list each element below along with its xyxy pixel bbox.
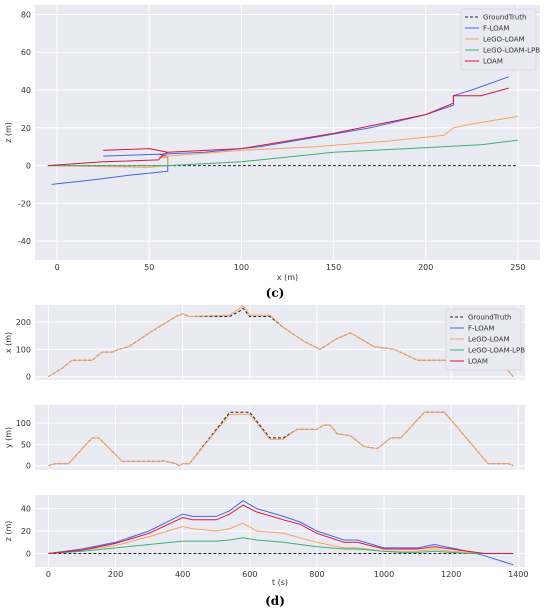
y-tick-label: 40 xyxy=(21,505,31,514)
y-tick-label: -20 xyxy=(18,199,31,208)
x-tick-label: 0 xyxy=(55,263,60,272)
x-tick-label: 1200 xyxy=(441,570,461,579)
y-tick-label: 100 xyxy=(16,345,31,354)
x-tick-label: 50 xyxy=(144,263,154,272)
chart-d-z: 0 200 400 600 800 1000 1200 1400 0 20 40 z (m) t (s) xyxy=(4,495,528,587)
y-tick-label: -40 xyxy=(18,237,31,246)
legend-label: F-LOAM xyxy=(483,25,509,33)
series-line-lego-loam-lpb xyxy=(48,537,514,554)
y-tick-label: 20 xyxy=(21,124,31,133)
panel-label-d: (d) xyxy=(265,594,285,608)
plot-background xyxy=(35,5,540,260)
y-tick-label: 20 xyxy=(21,527,31,536)
legend: GroundTruth F-LOAM LeGO-LOAM LeGO-LOAM-LPB L… xyxy=(445,308,525,371)
series-line-loam xyxy=(47,87,509,167)
x-tick-label: 1000 xyxy=(374,570,394,579)
x-tick-label: 800 xyxy=(309,570,324,579)
legend-label: GroundTruth xyxy=(468,314,512,322)
y-tick-label: 0 xyxy=(26,462,31,471)
series-line-loam xyxy=(48,504,514,554)
y-tick-label: 50 xyxy=(21,440,31,449)
legend-label: LeGO-LOAM xyxy=(483,36,525,44)
chart-c: 0 50 100 150 200 250 -40 -20 0 20 40 60 80 z (m) x (m)… xyxy=(4,5,540,282)
y-axis-label: y (m) xyxy=(4,427,13,448)
x-tick-label: 200 xyxy=(108,570,123,579)
series-line-f-loam xyxy=(48,499,514,566)
legend-label: LeGO-LOAM xyxy=(468,336,510,344)
x-tick-label: 250 xyxy=(510,263,525,272)
panel-label-c: (c) xyxy=(266,286,285,300)
y-tick-label: 0 xyxy=(26,162,31,171)
legend-label: LeGO-LOAM-LPB xyxy=(468,347,525,355)
x-tick-label: 200 xyxy=(418,263,433,272)
y-axis-label: x (m) xyxy=(4,332,13,353)
legend-label: LOAM xyxy=(468,358,488,366)
legend-box xyxy=(445,308,522,371)
plot-background xyxy=(35,305,525,380)
x-tick-label: 0 xyxy=(46,570,51,579)
x-axis-label: t (s) xyxy=(272,578,288,587)
y-axis-label: z (m) xyxy=(4,521,13,542)
x-tick-label: 1400 xyxy=(508,570,528,579)
y-tick-label: 0 xyxy=(26,373,31,382)
legend-label: F-LOAM xyxy=(468,325,494,333)
y-tick-label: 100 xyxy=(16,419,31,428)
series-line-lego-loam xyxy=(48,305,514,378)
x-tick-label: 600 xyxy=(242,570,257,579)
series-line-lego-loam-lpb xyxy=(47,139,518,167)
y-tick-label: 40 xyxy=(21,86,31,95)
y-axis-label: z (m) xyxy=(4,122,13,143)
x-tick-label: 400 xyxy=(175,570,190,579)
legend-label: GroundTruth xyxy=(483,14,527,22)
y-tick-label: 80 xyxy=(21,10,31,19)
legend-label: LeGO-LOAM-LPB xyxy=(483,47,540,55)
x-tick-label: 100 xyxy=(234,263,249,272)
y-tick-label: 60 xyxy=(21,48,31,57)
x-tick-label: 150 xyxy=(326,263,341,272)
legend: GroundTruth F-LOAM LeGO-LOAM LeGO-LOAM-LPB L… xyxy=(460,8,540,71)
y-tick-label: 200 xyxy=(16,318,31,327)
legend-box xyxy=(460,8,537,71)
series-line-lego-loam xyxy=(48,522,514,554)
y-tick-label: 0 xyxy=(26,550,31,559)
x-axis-label: x (m) xyxy=(277,273,298,282)
series-line-lego-loam xyxy=(48,411,514,467)
legend-label: LOAM xyxy=(483,58,503,66)
